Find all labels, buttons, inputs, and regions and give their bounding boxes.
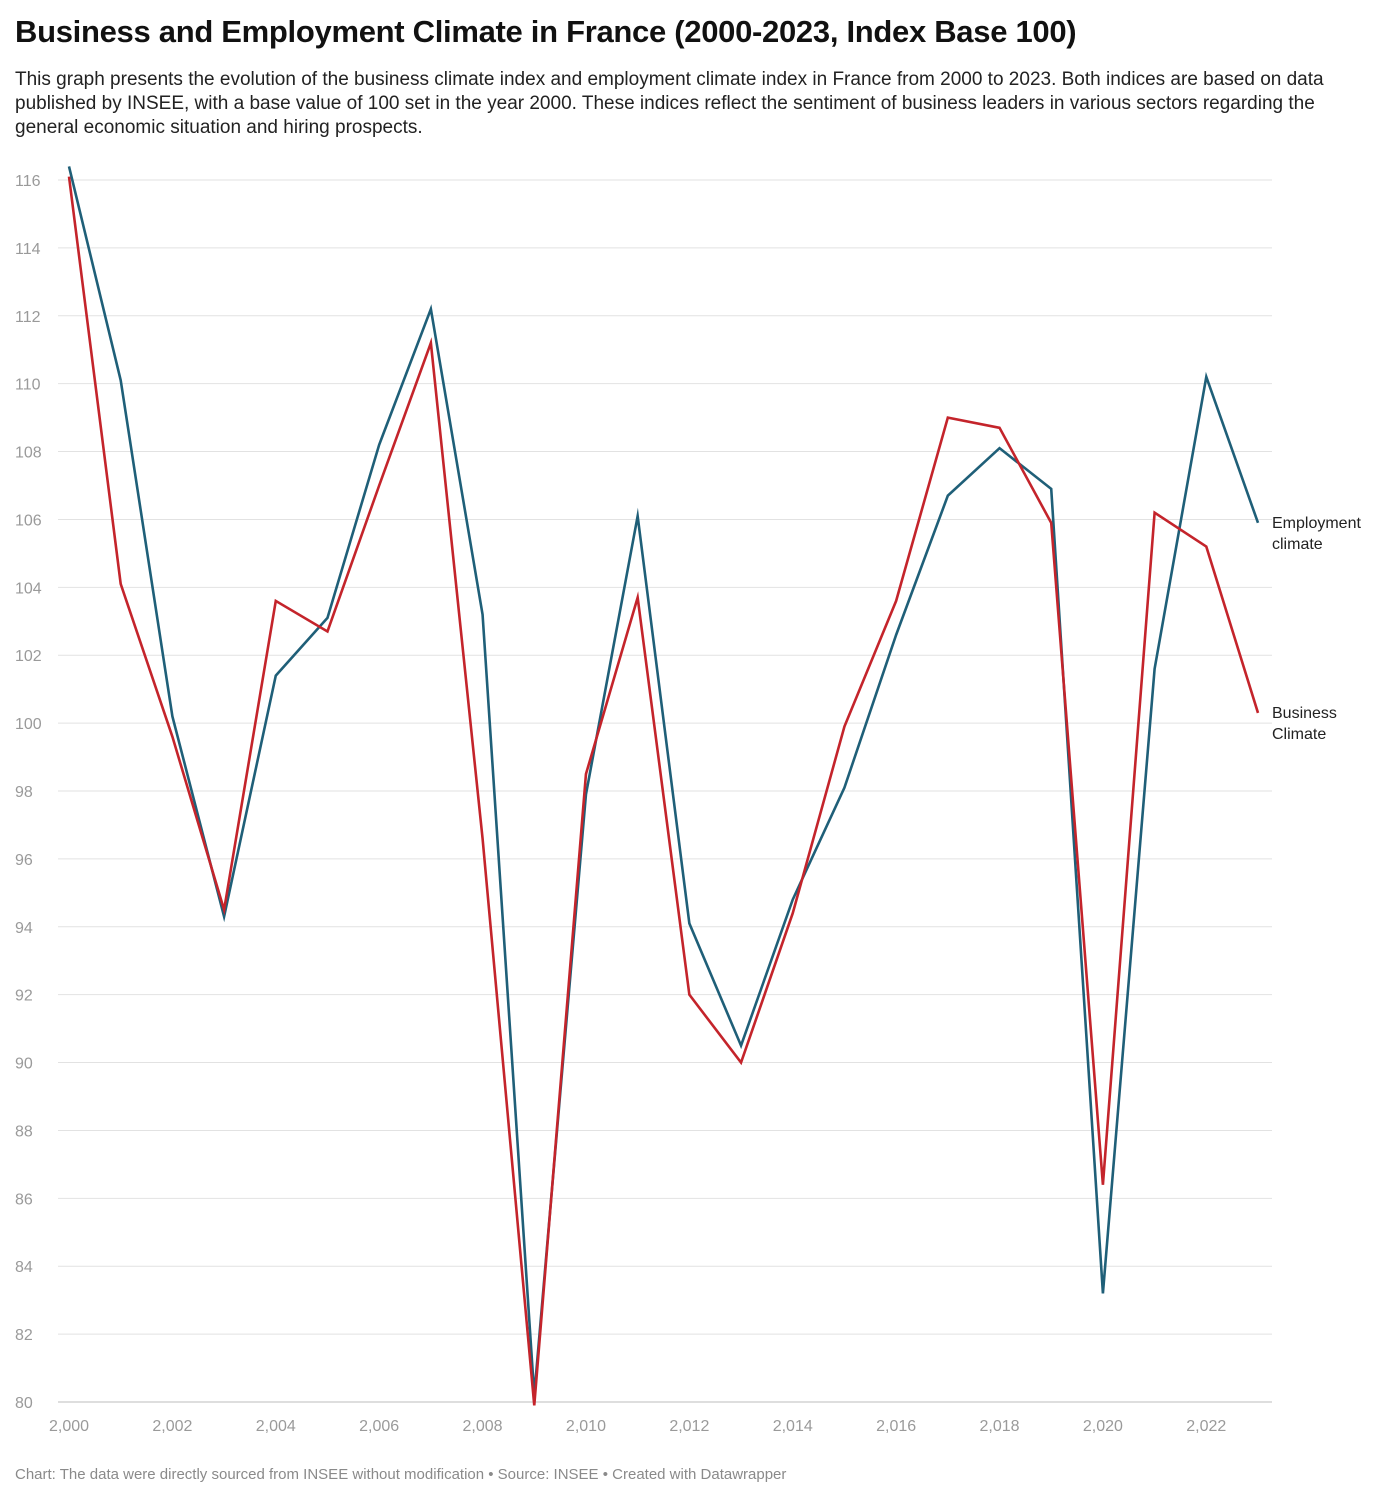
data-point-employment-2000 [67, 164, 71, 168]
y-tick-label: 102 [15, 648, 42, 665]
data-point-business-2007 [429, 341, 433, 345]
data-point-business-2021 [1153, 511, 1157, 515]
data-point-employment-2017 [946, 494, 950, 498]
data-point-employment-2007 [429, 307, 433, 311]
y-tick-label: 96 [15, 852, 33, 869]
data-point-business-2002 [170, 735, 174, 739]
x-tick-label: 2,006 [359, 1418, 399, 1435]
data-point-employment-2023 [1256, 521, 1260, 525]
data-point-employment-2018 [998, 446, 1002, 450]
data-point-business-2015 [842, 725, 846, 729]
y-tick-label: 90 [15, 1056, 33, 1073]
data-point-business-2000 [67, 175, 71, 179]
axis-layer: 80 82 84 86 88 90 92 94 96 98 100 102 104 106 108 110 11… [15, 173, 1226, 1435]
data-point-employment-2013 [739, 1044, 743, 1048]
data-point-business-2020 [1101, 1183, 1105, 1187]
chart-title: Business and Employment Climate in Franc… [15, 14, 1077, 49]
data-point-business-2019 [1049, 521, 1053, 525]
data-point-employment-2014 [791, 898, 795, 902]
data-point-business-2017 [946, 416, 950, 420]
y-tick-label: 94 [15, 920, 33, 937]
x-tick-label: 2,002 [152, 1418, 192, 1435]
data-point-business-2018 [998, 426, 1002, 430]
y-tick-label: 116 [15, 173, 41, 190]
data-point-business-2022 [1204, 545, 1208, 549]
y-tick-label: 114 [15, 241, 41, 258]
y-tick-label: 104 [15, 580, 42, 597]
data-point-business-2009 [532, 1403, 536, 1407]
label-layer: Employment climate Business Climate [1272, 515, 1361, 743]
y-tick-label: 110 [15, 377, 41, 394]
y-tick-label: 86 [15, 1191, 33, 1208]
data-point-employment-2004 [274, 674, 278, 678]
series-label-line: Employment [1272, 515, 1361, 532]
x-tick-label: 2,012 [669, 1418, 709, 1435]
series-layer [67, 164, 1260, 1407]
data-point-business-2003 [222, 908, 226, 912]
data-point-employment-2019 [1049, 487, 1053, 491]
series-label-line: Climate [1272, 726, 1326, 743]
y-tick-label: 82 [15, 1327, 33, 1344]
series-line-business [67, 176, 1260, 1406]
x-tick-label: 2,014 [773, 1418, 813, 1435]
x-tick-label: 2,004 [256, 1418, 296, 1435]
x-tick-label: 2,000 [49, 1418, 89, 1435]
y-tick-label: 92 [15, 988, 33, 1005]
data-point-business-2001 [119, 582, 123, 586]
x-tick-label: 2,022 [1186, 1418, 1226, 1435]
series-label-line: climate [1272, 536, 1323, 553]
chart-footer: Chart: The data were directly sourced fr… [15, 1466, 787, 1483]
data-point-employment-2021 [1153, 667, 1157, 671]
data-point-employment-2006 [377, 443, 381, 447]
data-point-business-2012 [687, 993, 691, 997]
data-point-employment-2002 [170, 714, 174, 718]
y-tick-label: 98 [15, 784, 33, 801]
data-point-employment-2001 [119, 378, 123, 382]
series-line-employment [67, 166, 1260, 1396]
data-point-business-2005 [325, 629, 329, 633]
x-tick-label: 2,020 [1083, 1418, 1123, 1435]
series-label-business: Business Climate [1272, 705, 1337, 743]
y-tick-label: 106 [15, 512, 42, 529]
data-point-employment-2022 [1204, 375, 1208, 379]
data-point-business-2016 [894, 599, 898, 603]
data-point-business-2013 [739, 1061, 743, 1065]
y-tick-label: 88 [15, 1123, 33, 1140]
x-tick-label: 2,018 [979, 1418, 1019, 1435]
data-point-employment-2020 [1101, 1291, 1105, 1295]
data-point-business-2008 [481, 837, 485, 841]
x-tick-label: 2,016 [876, 1418, 916, 1435]
data-point-employment-2008 [481, 612, 485, 616]
data-point-business-2010 [584, 772, 588, 776]
x-tick-label: 2,008 [463, 1418, 503, 1435]
data-point-employment-2011 [636, 514, 640, 518]
data-point-business-2011 [636, 596, 640, 600]
y-tick-label: 100 [15, 716, 42, 733]
data-point-employment-2005 [325, 616, 329, 620]
series-label-line: Business [1272, 705, 1337, 722]
y-tick-label: 84 [15, 1259, 33, 1276]
data-point-employment-2012 [687, 921, 691, 925]
data-point-employment-2015 [842, 786, 846, 790]
data-point-business-2023 [1256, 711, 1260, 715]
y-tick-label: 108 [15, 445, 42, 462]
x-tick-label: 2,010 [566, 1418, 606, 1435]
data-point-employment-2016 [894, 633, 898, 637]
data-point-business-2014 [791, 911, 795, 915]
grid-layer [58, 179, 1272, 1403]
series-label-employment: Employment climate [1272, 515, 1361, 553]
data-point-employment-2003 [222, 915, 226, 919]
data-point-business-2006 [377, 484, 381, 488]
y-tick-label: 80 [15, 1395, 33, 1412]
chart-description: This graph presents the evolution of the… [15, 69, 1324, 138]
y-tick-label: 112 [15, 309, 41, 326]
data-point-business-2004 [274, 599, 278, 603]
